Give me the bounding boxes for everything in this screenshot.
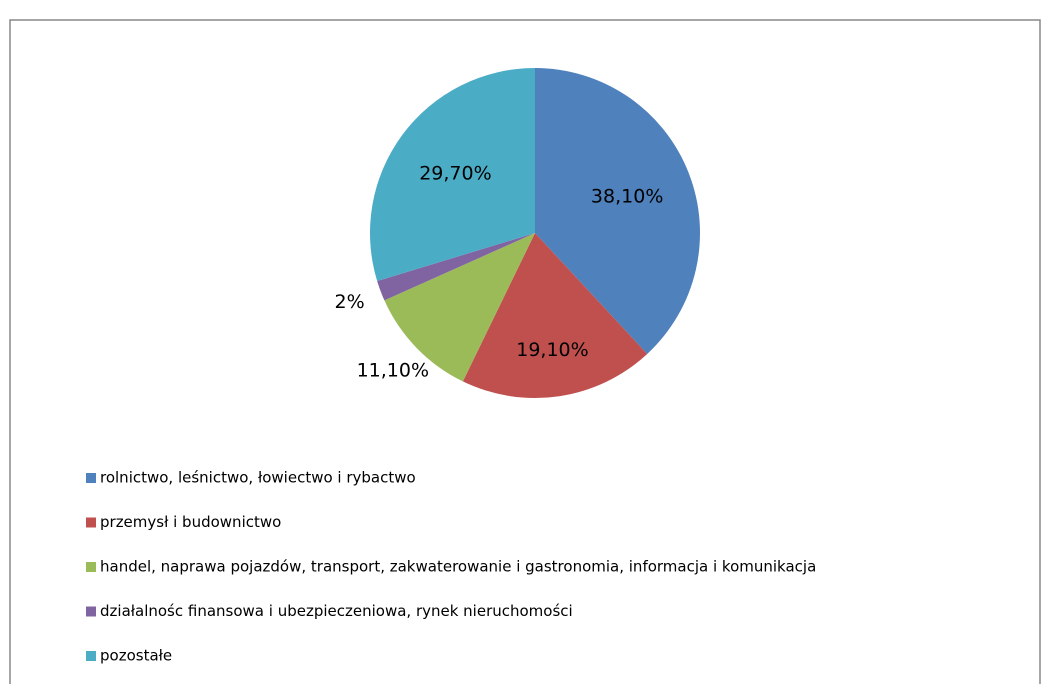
legend-label: rolnictwo, leśnictwo, łowiectwo i rybact… xyxy=(100,469,416,487)
legend-label: działalnośc finansowa i ubezpieczeniowa,… xyxy=(100,602,573,620)
pie-slice xyxy=(384,233,535,382)
pie-slice xyxy=(462,233,648,398)
pie-slice xyxy=(377,233,535,301)
data-label: 11,10% xyxy=(357,359,429,381)
legend-label: przemysł i budownictwo xyxy=(100,513,281,531)
legend-swatch xyxy=(86,651,96,661)
legend-swatch xyxy=(86,562,96,572)
data-label: 29,70% xyxy=(419,163,491,185)
legend-label: handel, naprawa pojazdów, transport, zak… xyxy=(100,558,816,576)
legend-swatch xyxy=(86,473,96,483)
data-label: 2% xyxy=(334,291,364,313)
pie-slice xyxy=(369,68,535,282)
data-label: 19,10% xyxy=(516,339,588,361)
legend-swatch xyxy=(86,517,96,528)
legend-label: pozostałe xyxy=(100,647,172,665)
legend-swatch xyxy=(86,606,96,617)
pie-slice xyxy=(535,68,700,354)
data-label: 38,10% xyxy=(591,185,663,207)
